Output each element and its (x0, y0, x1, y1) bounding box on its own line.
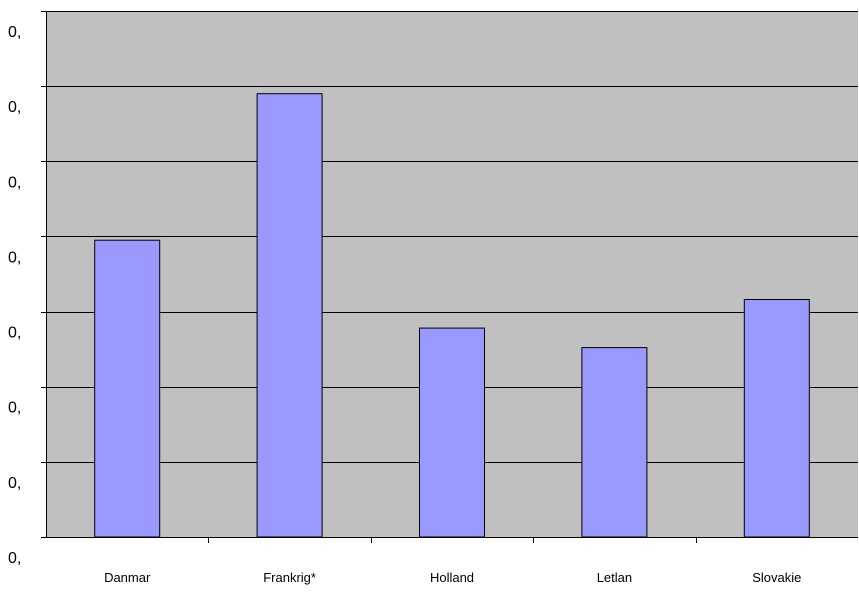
x-tick-label: Danmar (104, 570, 151, 585)
x-tick-label: Slovakie (752, 570, 801, 585)
y-tick-label: 0, (8, 99, 21, 116)
bar (94, 239, 161, 538)
y-tick-label: 0, (8, 249, 21, 266)
x-tick-label: Holland (430, 570, 474, 585)
bar (743, 299, 810, 538)
axes (41, 11, 858, 543)
y-tick-label: 0, (8, 174, 21, 191)
x-tick-label: Letlan (597, 570, 632, 585)
y-tick-label: 0, (8, 325, 21, 342)
y-tick-label: 0, (8, 550, 21, 567)
bar (581, 347, 648, 538)
y-tick-label: 0, (8, 24, 21, 41)
bar (256, 93, 323, 538)
x-tick-label: Frankrig* (263, 570, 316, 585)
y-tick-labels: 0, 0, 0, 0, 0, 0, 0, 0, (8, 24, 21, 567)
x-tick-labels: Danmar Frankrig* Holland Letlan Slovakie (104, 570, 801, 585)
y-tick-label: 0, (8, 400, 21, 417)
bar (419, 327, 485, 538)
y-tick-label: 0, (8, 475, 21, 492)
